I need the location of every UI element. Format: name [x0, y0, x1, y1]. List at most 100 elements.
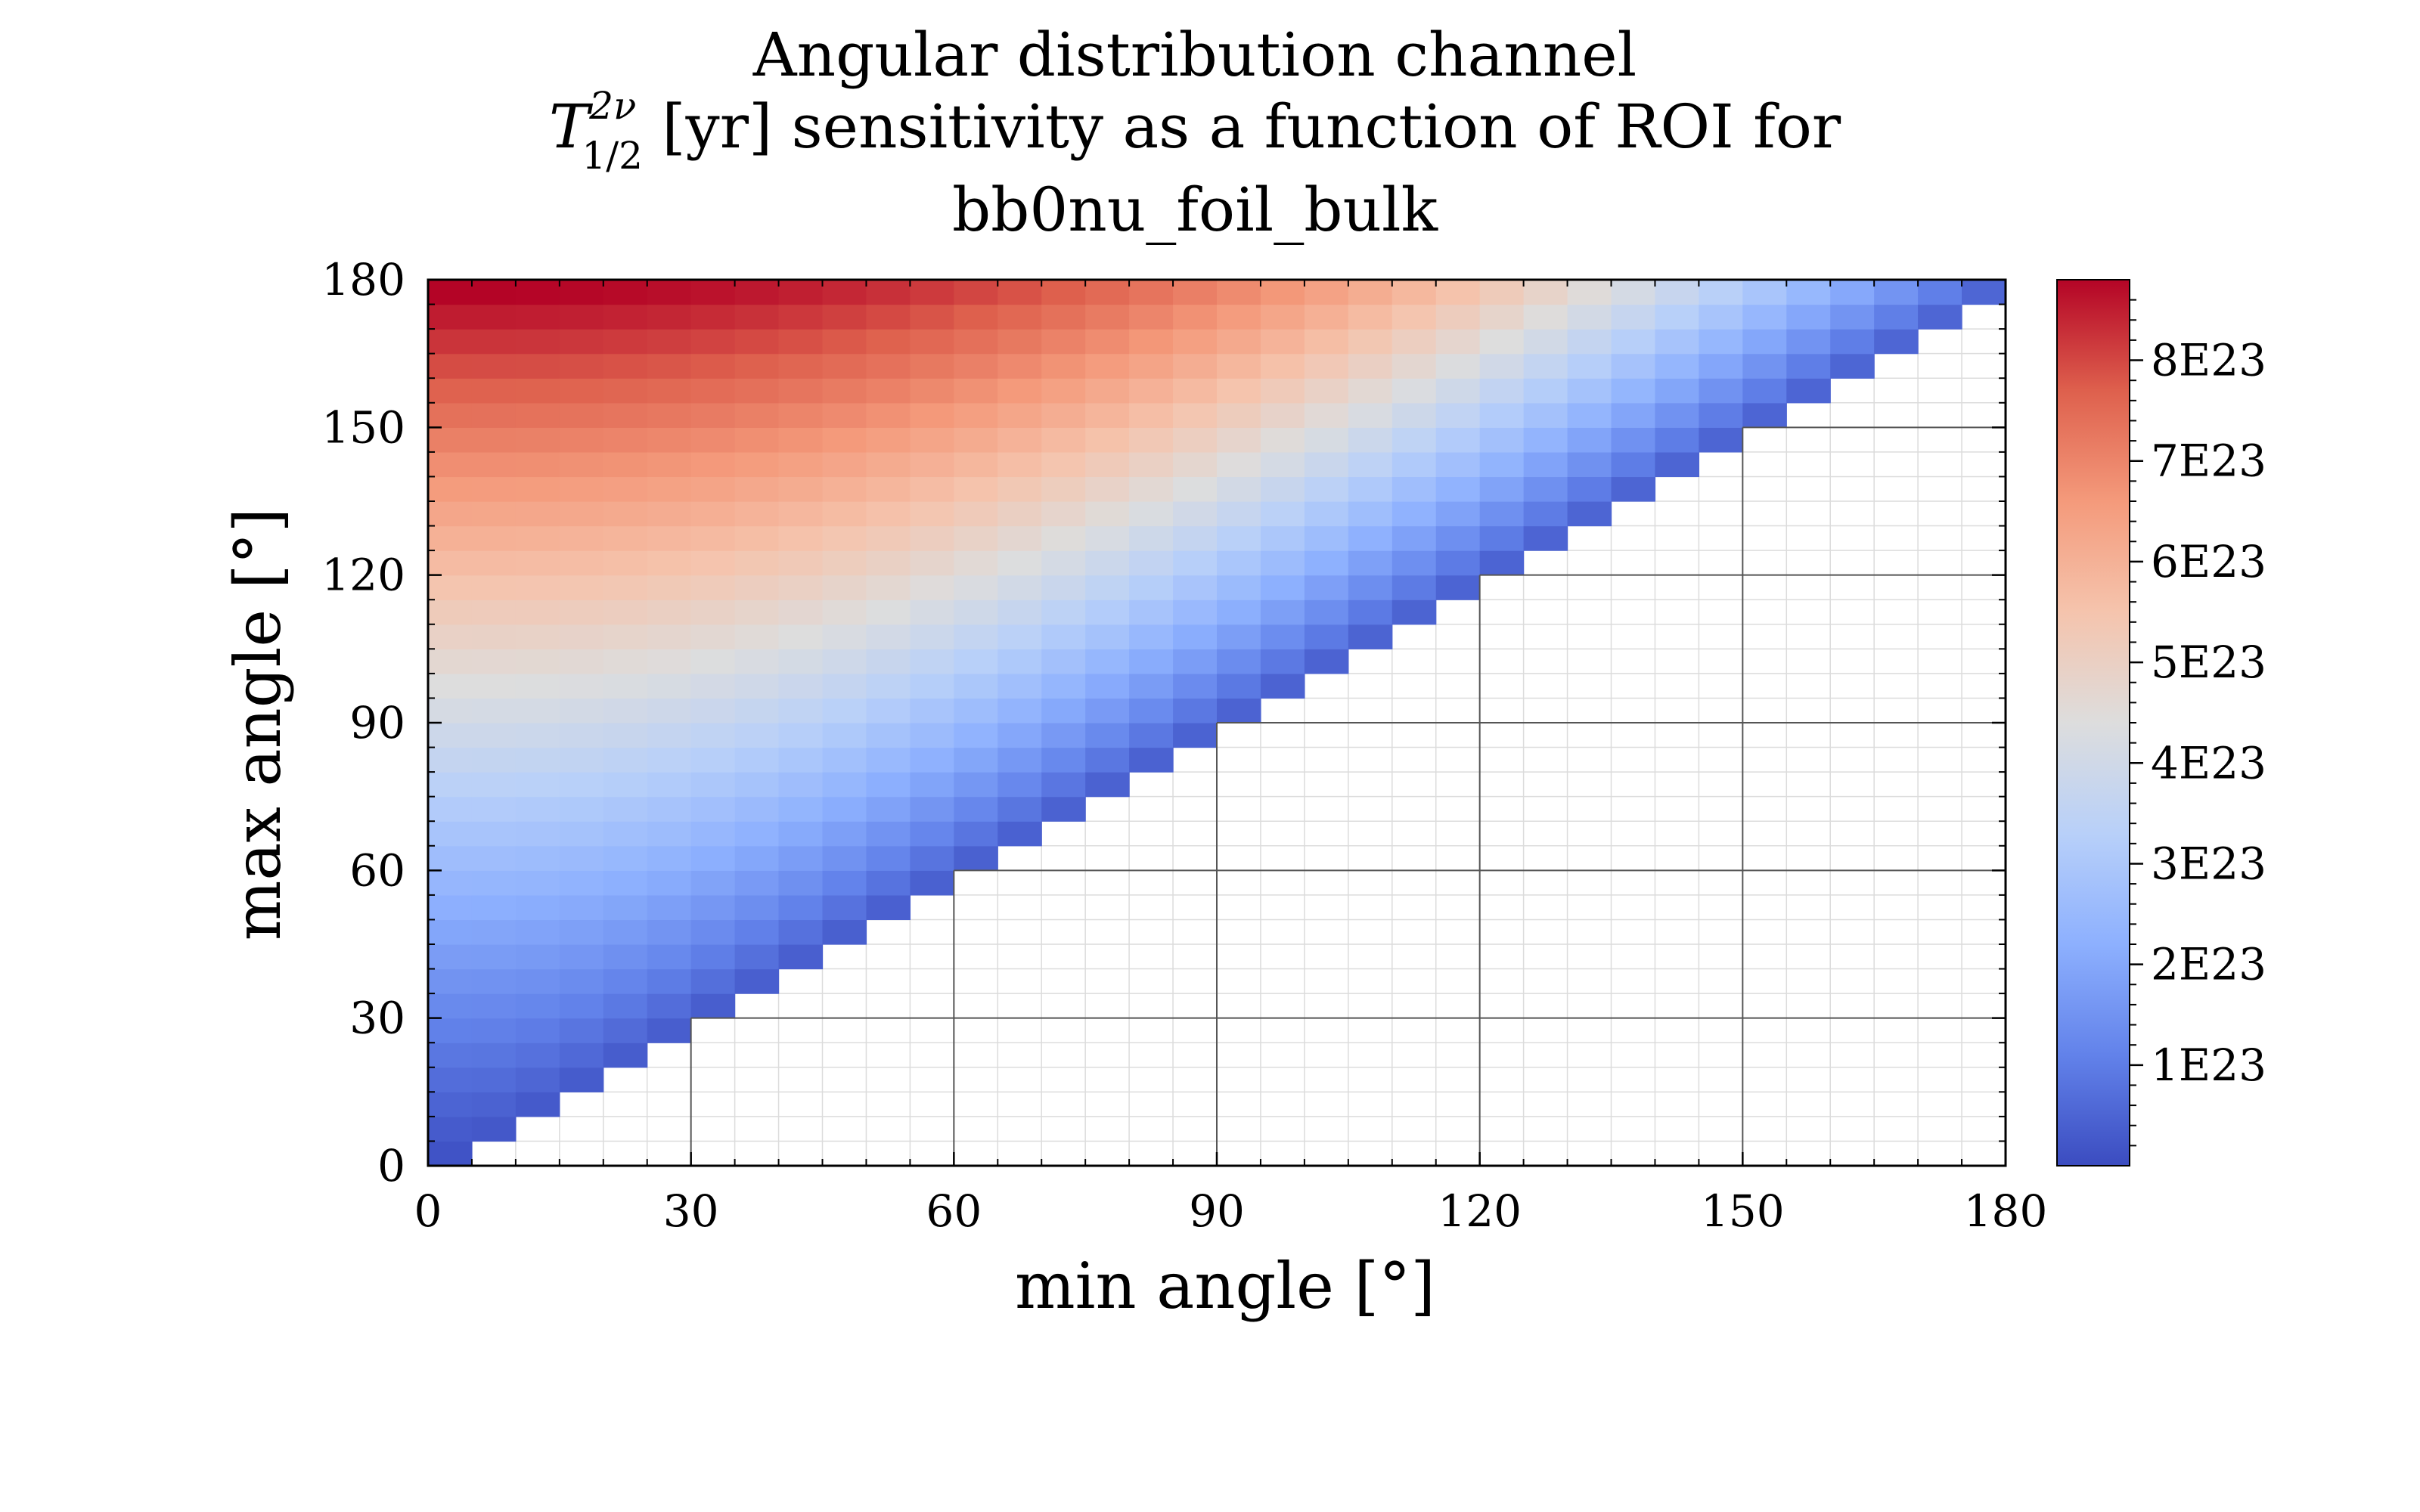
heatmap-cell — [1260, 673, 1305, 699]
heatmap-cell — [1085, 624, 1130, 649]
heatmap-cell — [1041, 280, 1086, 305]
heatmap-cell — [1479, 427, 1525, 453]
heatmap-cell — [1392, 427, 1437, 453]
heatmap-cell — [1392, 329, 1437, 355]
heatmap-cell — [910, 723, 954, 748]
heatmap-cell — [471, 944, 517, 970]
heatmap-cell — [866, 501, 911, 527]
heatmap-cell — [1742, 378, 1787, 404]
heatmap-cell — [997, 427, 1042, 453]
heatmap-cell — [559, 870, 604, 896]
heatmap-cell — [603, 894, 648, 921]
heatmap-cell — [647, 993, 692, 1019]
heatmap-cell — [1567, 501, 1612, 527]
heatmap-cell — [471, 1116, 517, 1142]
heatmap-cell — [778, 378, 824, 404]
heatmap-cell — [778, 624, 824, 649]
heatmap-cell — [428, 624, 473, 649]
heatmap-cell — [1129, 624, 1174, 649]
heatmap-cell — [734, 451, 780, 478]
heatmap-cell — [1611, 402, 1656, 428]
heatmap-cell — [734, 772, 780, 798]
heatmap-cell — [778, 870, 824, 896]
heatmap-cell — [997, 329, 1042, 355]
heatmap-cell — [1918, 304, 1962, 330]
heatmap-cell — [471, 894, 517, 921]
heatmap-cell — [1085, 747, 1130, 773]
heatmap-cell — [1260, 501, 1305, 527]
heatmap-cell — [866, 673, 911, 699]
heatmap-cell — [428, 550, 473, 576]
heatmap-cell — [690, 451, 736, 478]
heatmap-cell — [778, 600, 824, 625]
heatmap-cell — [690, 870, 736, 896]
heatmap-cell — [471, 402, 517, 428]
heatmap-cell — [1173, 673, 1218, 699]
heatmap-cell — [822, 796, 867, 822]
heatmap-cell — [1129, 280, 1174, 305]
heatmap-cell — [1655, 353, 1699, 379]
heatmap-cell — [1173, 525, 1218, 551]
heatmap-cell — [1611, 476, 1656, 502]
heatmap-cell — [954, 451, 998, 478]
heatmap-cell — [910, 821, 954, 847]
heatmap-cell — [471, 772, 517, 798]
heatmap-cell — [1567, 329, 1612, 355]
heatmap-cell — [1435, 476, 1481, 502]
heatmap-cell — [1304, 451, 1349, 478]
heatmap-cell — [734, 673, 780, 699]
heatmap-cell — [910, 476, 954, 502]
heatmap-cell — [910, 624, 954, 649]
heatmap-cell — [1523, 280, 1568, 305]
x-tick-label: 60 — [926, 1185, 982, 1237]
colorbar-gradient — [2057, 280, 2130, 1166]
heatmap-cell — [1611, 329, 1656, 355]
heatmap-cell — [734, 870, 780, 896]
y-tick-label: 90 — [349, 697, 405, 748]
heatmap-cell — [647, 796, 692, 822]
heatmap-cell — [1348, 501, 1393, 527]
heatmap-cell — [910, 796, 954, 822]
heatmap-cell — [822, 476, 867, 502]
heatmap-cell — [1962, 280, 2006, 305]
heatmap-cell — [559, 796, 604, 822]
heatmap-cell — [910, 329, 954, 355]
heatmap-cell — [515, 698, 560, 723]
heatmap-cell — [1217, 575, 1261, 600]
heatmap-cell — [1523, 427, 1568, 453]
heatmap-cell — [734, 894, 780, 921]
heatmap-cell — [647, 402, 692, 428]
heatmap-cell — [690, 378, 736, 404]
heatmap-cell — [734, 525, 780, 551]
heatmap-cell — [1392, 402, 1437, 428]
heatmap-cell — [1129, 747, 1174, 773]
heatmap-cell — [866, 451, 911, 478]
heatmap-cell — [1435, 550, 1481, 576]
colorbar: 1E23 2E23 3E23 4E23 5E23 6E23 7E23 8E23 — [2056, 279, 2266, 1167]
heatmap-cell — [1523, 304, 1568, 330]
heatmap-cell — [471, 280, 517, 305]
heatmap-cell — [1348, 600, 1393, 625]
heatmap-cell — [471, 723, 517, 748]
heatmap-cell — [822, 378, 867, 404]
heatmap-cell — [559, 894, 604, 921]
heatmap-cell — [910, 698, 954, 723]
heatmap-cell — [822, 451, 867, 478]
heatmap-cell — [1041, 451, 1086, 478]
heatmap-cell — [428, 476, 473, 502]
heatmap-cell — [428, 1018, 473, 1043]
heatmap-cell — [1567, 304, 1612, 330]
heatmap-cell — [1173, 501, 1218, 527]
heatmap-cell — [822, 894, 867, 921]
heatmap-cell — [778, 304, 824, 330]
heatmap-cell — [954, 845, 998, 871]
heatmap-cell — [734, 919, 780, 945]
heatmap-cell — [822, 624, 867, 649]
heatmap-cell — [690, 402, 736, 428]
heatmap-cell — [428, 378, 473, 404]
heatmap-cell — [1041, 550, 1086, 576]
heatmap-cell — [471, 821, 517, 847]
heatmap-cell — [910, 451, 954, 478]
heatmap-cell — [1173, 575, 1218, 600]
heatmap-cell — [471, 919, 517, 945]
